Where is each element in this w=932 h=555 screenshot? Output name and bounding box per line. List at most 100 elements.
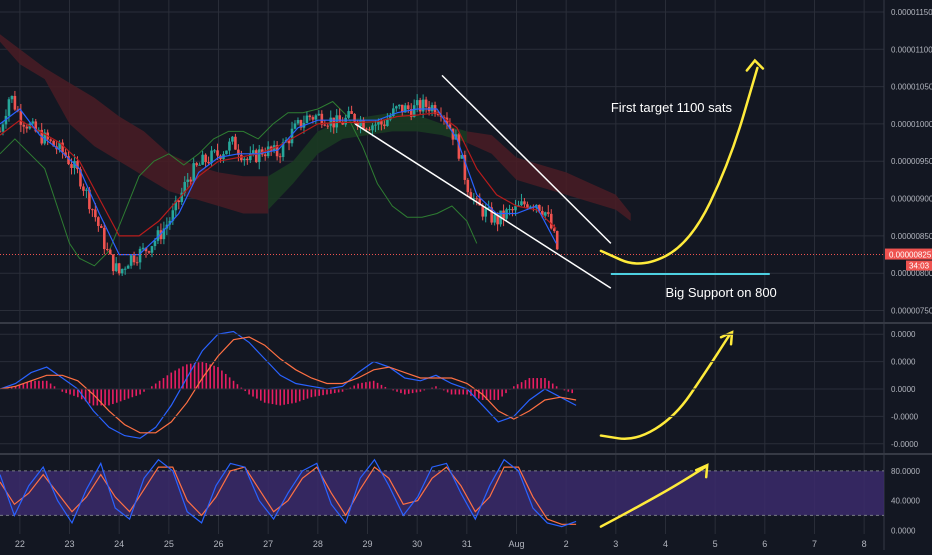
- macd-histogram-bar: [213, 365, 215, 389]
- macd-histogram-bar: [10, 386, 13, 389]
- price-tick-label: 0.00001150: [891, 8, 932, 17]
- stoch-band-fill: [0, 470, 884, 516]
- macd-histogram-bar: [493, 389, 496, 400]
- macd-histogram-bar: [536, 378, 538, 389]
- macd-histogram-bar: [466, 389, 468, 395]
- macd-histogram-bar: [123, 389, 126, 400]
- candle-body: [293, 123, 297, 129]
- date-tick-label: 25: [164, 539, 174, 549]
- candle-body: [466, 179, 470, 193]
- macd-histogram-bar: [361, 382, 363, 389]
- candle-body: [180, 192, 184, 203]
- date-tick-label: 28: [313, 539, 323, 549]
- macd-histogram-bar: [330, 389, 332, 394]
- candle-body: [529, 206, 532, 209]
- macd-histogram-bar: [73, 389, 75, 396]
- candle-body: [496, 214, 499, 225]
- candle-body: [400, 104, 404, 113]
- macd-histogram-bar: [528, 378, 531, 389]
- macd-histogram-bar: [30, 380, 32, 389]
- current-price-label: 0.00000825: [889, 251, 932, 260]
- macd-histogram-bar: [131, 389, 134, 398]
- candle-body: [25, 126, 29, 129]
- macd-histogram-bar: [520, 382, 523, 389]
- candle-body: [445, 117, 449, 125]
- candle-body: [469, 192, 473, 200]
- macd-histogram-bar: [454, 389, 457, 395]
- macd-histogram-bar: [365, 382, 367, 389]
- annotation-target: First target 1100 sats: [611, 100, 733, 115]
- macd-histogram-bar: [18, 384, 21, 389]
- macd-histogram-bar: [571, 389, 573, 394]
- kijun-sen-line: [0, 112, 557, 237]
- macd-histogram-bar: [45, 380, 48, 389]
- candle-body: [61, 142, 64, 153]
- candle-body: [105, 249, 109, 251]
- candle-body: [64, 152, 67, 157]
- macd-histogram-bar: [497, 389, 500, 400]
- macd-histogram-bar: [326, 389, 328, 395]
- price-tick-label: 0.00001050: [891, 83, 932, 92]
- candle-body: [546, 212, 550, 214]
- countdown-tag: [906, 260, 932, 271]
- candle-body: [34, 121, 38, 132]
- candle-body: [263, 154, 267, 157]
- price-tick-label: 0.00000850: [891, 232, 932, 241]
- candle-body: [91, 209, 94, 211]
- candle-body: [246, 158, 249, 161]
- candle-body: [421, 99, 425, 112]
- candle-body: [147, 251, 151, 253]
- candle-body: [281, 142, 285, 157]
- candle-body: [308, 115, 312, 118]
- macd-histogram-bar: [532, 378, 535, 389]
- candle-body: [243, 158, 246, 161]
- macd-histogram-bar: [197, 362, 200, 389]
- macd-histogram-bar: [567, 389, 570, 392]
- macd-histogram-bar: [26, 382, 29, 389]
- macd-histogram-bar: [353, 385, 356, 389]
- macd-histogram-bar: [384, 386, 387, 389]
- candle-body: [538, 204, 541, 211]
- macd-histogram-bar: [380, 384, 383, 389]
- macd-histogram-bar: [333, 389, 336, 394]
- candle-body: [225, 150, 228, 155]
- candle-body: [356, 121, 359, 127]
- macd-histogram-bar: [38, 380, 40, 389]
- candle-body: [70, 164, 73, 169]
- macd-tick-label: 0.0000: [891, 385, 916, 394]
- candle-body: [228, 141, 231, 151]
- macd-histogram-bar: [310, 389, 313, 398]
- macd-histogram-bar: [228, 377, 231, 389]
- candle-body: [76, 161, 79, 170]
- stoch-tick-label: 0.0000: [891, 526, 916, 535]
- macd-histogram-bar: [419, 389, 422, 392]
- chikou-span-line: [0, 100, 478, 267]
- macd-histogram-bar: [166, 375, 169, 389]
- candle-body: [317, 113, 321, 116]
- candle-body: [177, 200, 181, 203]
- macd-histogram-bar: [256, 389, 258, 399]
- candle-body: [386, 119, 389, 126]
- candle-body: [278, 156, 282, 158]
- macd-histogram-bar: [42, 380, 44, 389]
- wedge-trendline: [441, 74, 612, 244]
- candle-body: [10, 95, 14, 100]
- candle-body: [31, 121, 35, 124]
- macd-histogram-bar: [423, 389, 426, 391]
- macd-histogram-bar: [291, 389, 293, 404]
- candle-body: [460, 154, 464, 159]
- candle-body: [108, 249, 112, 255]
- candle-body: [94, 209, 97, 218]
- candle-body: [135, 262, 139, 264]
- candle-body: [88, 189, 91, 210]
- macd-histogram-bar: [53, 386, 56, 389]
- candle-body: [144, 247, 148, 252]
- candle-body: [213, 150, 216, 152]
- macd-histogram-bar: [252, 389, 254, 397]
- candle-body: [329, 117, 333, 126]
- candle-body: [299, 120, 303, 128]
- macd-histogram-bar: [22, 383, 25, 389]
- candle-body: [67, 156, 70, 165]
- candle-body: [13, 95, 17, 110]
